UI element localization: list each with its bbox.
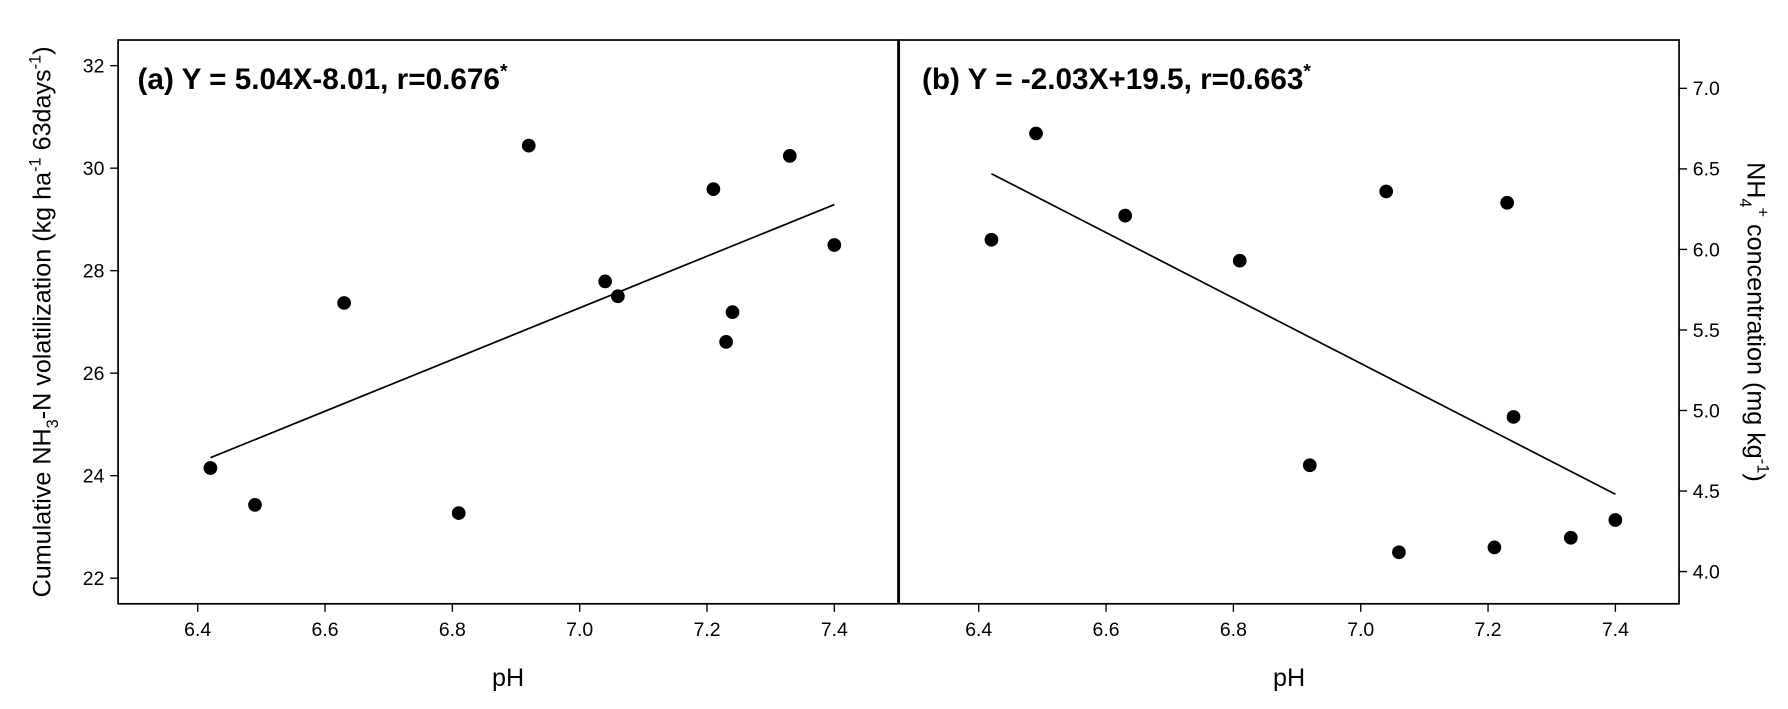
y-tick-label: 4.0 [1693, 561, 1720, 583]
point [248, 498, 262, 512]
x-tick-label: 7.0 [566, 619, 593, 641]
point [1608, 513, 1623, 527]
y-tick-label: 30 [83, 158, 105, 180]
point [1029, 126, 1043, 141]
x-tick-label: 7.4 [821, 619, 848, 641]
x-tick-label: 7.4 [1602, 619, 1629, 641]
point [719, 335, 733, 349]
point [1563, 530, 1578, 545]
point [1302, 458, 1317, 473]
y-axis-label-part: ) [29, 46, 57, 54]
y-axis-label-part: -1 [27, 157, 45, 172]
x-tick-label: 6.8 [1220, 619, 1247, 641]
point [521, 138, 536, 153]
point [1118, 208, 1133, 223]
y-axis-label-part: 4 [1736, 198, 1754, 207]
point [1506, 410, 1521, 424]
x-tick-label: 7.2 [1475, 619, 1502, 641]
panel-title: (a) Y = 5.04X-8.01, r=0.676* [138, 61, 508, 96]
point [598, 274, 613, 289]
x-tick-label: 6.4 [184, 619, 211, 641]
trend-line [991, 172, 1616, 496]
y-tick-label: 4.5 [1693, 481, 1720, 503]
x-tick-label: 6.8 [439, 619, 466, 641]
y-axis-label-part: Cumulative NH [29, 428, 57, 597]
y-axis-label-part: + [1754, 208, 1772, 218]
y-axis-label-part: -N volatilization (kg ha [29, 172, 57, 419]
x-axis-label-part: pH [492, 664, 524, 692]
point [337, 296, 351, 310]
point [451, 506, 466, 520]
x-tick-label: 6.6 [311, 619, 338, 641]
point [1232, 253, 1247, 268]
x-axis-label: pH [492, 664, 524, 692]
y-tick-label: 5.0 [1693, 400, 1720, 422]
point [827, 238, 842, 252]
trend-line [210, 203, 835, 459]
x-tick-label: 7.0 [1347, 619, 1374, 641]
panel-title-part: * [500, 61, 508, 82]
point [1392, 545, 1406, 560]
point [782, 148, 797, 163]
point [611, 289, 625, 304]
y-axis-label-part: -1 [27, 55, 45, 70]
y-tick-label: 5.5 [1693, 320, 1720, 342]
x-tick-label: 6.4 [965, 619, 992, 641]
plot-frame [117, 39, 899, 605]
x-axis-label-part: pH [1273, 664, 1305, 692]
x-tick-label: 6.6 [1093, 619, 1120, 641]
point [1487, 540, 1502, 555]
y-tick-label: 28 [83, 261, 105, 283]
y-axis-label: NH4+ concentration (mg kg-1) [1736, 162, 1772, 482]
y-tick-label: 6.5 [1693, 159, 1720, 181]
plot-frame [898, 39, 1680, 605]
panel-title-part: (b) Y = -2.03X+19.5, r=0.663 [922, 63, 1303, 96]
y-axis-label-part: ) [1742, 473, 1770, 481]
y-tick-label: 7.0 [1693, 78, 1720, 100]
panel-title-part: * [1303, 61, 1311, 82]
point [984, 232, 999, 247]
y-tick-label: 24 [83, 466, 105, 488]
panel-title-part: (a) Y = 5.04X-8.01, r=0.676 [138, 63, 500, 96]
y-tick-label: 22 [83, 568, 105, 590]
y-axis-label: Cumulative NH3-N volatilization (kg ha-1… [27, 46, 63, 597]
panel-title: (b) Y = -2.03X+19.5, r=0.663* [922, 61, 1311, 96]
point [725, 305, 740, 320]
x-tick-label: 7.2 [693, 619, 720, 641]
x-axis-label: pH [1273, 664, 1305, 692]
point [203, 461, 218, 475]
y-axis-label-part: NH [1742, 162, 1770, 198]
y-tick-label: 6.0 [1693, 239, 1720, 261]
y-axis-label-part: 3 [44, 419, 62, 428]
point [706, 182, 721, 197]
y-tick-label: 26 [83, 363, 105, 385]
y-axis-label-part: 63days [29, 69, 57, 157]
y-axis-label-part: concentration (mg kg [1742, 217, 1770, 459]
y-tick-label: 32 [83, 56, 105, 78]
point [1379, 184, 1394, 199]
y-axis-label-part: -1 [1754, 459, 1772, 474]
point [1500, 195, 1515, 210]
